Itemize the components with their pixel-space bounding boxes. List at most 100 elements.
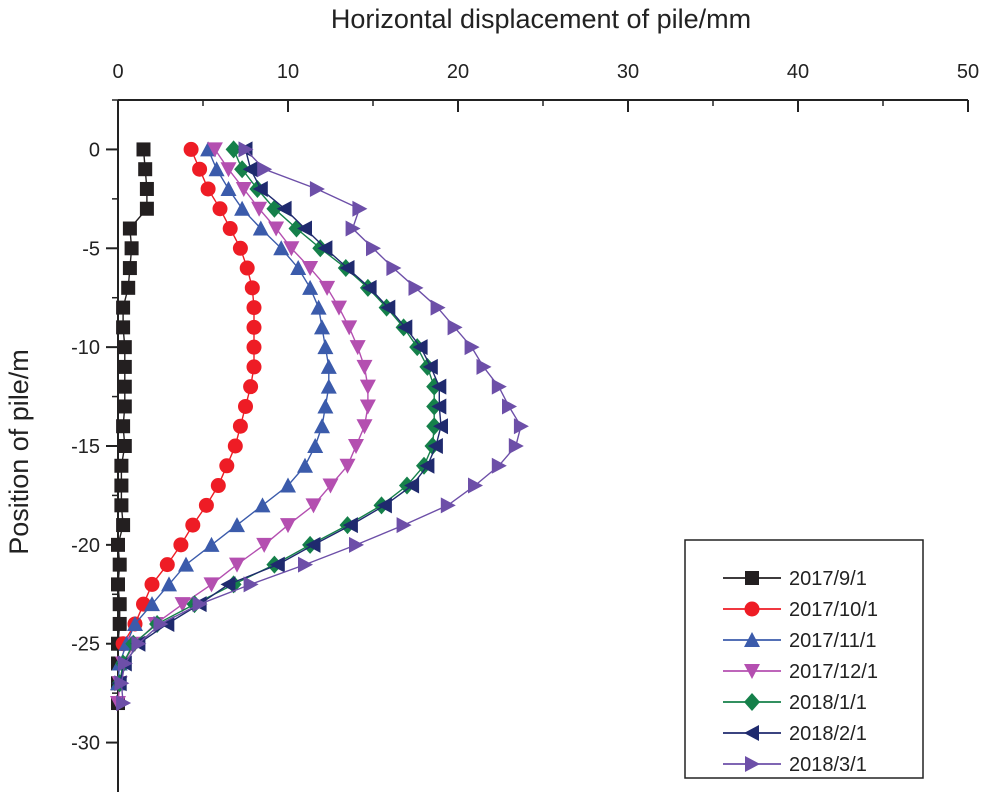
data-point: [331, 300, 347, 316]
data-point: [117, 439, 132, 453]
data-point: [139, 201, 154, 216]
legend: 2017/9/1 2017/10/1 2017/11/1 2017/12/1 2018/…: [684, 539, 924, 779]
data-point: [302, 261, 319, 277]
data-point: [229, 557, 245, 573]
data-point: [361, 279, 377, 296]
data-point: [491, 457, 507, 474]
y-tick-label: -15: [71, 436, 100, 458]
data-point: [359, 399, 376, 415]
data-point: [114, 458, 129, 473]
data-point: [404, 477, 420, 494]
data-point: [174, 597, 191, 613]
data-point: [112, 616, 127, 631]
y-tick-label: -20: [71, 535, 100, 557]
data-point: [116, 419, 131, 434]
data-point: [396, 517, 412, 534]
legend-box: [684, 539, 924, 779]
data-point: [117, 359, 132, 374]
data-point: [273, 240, 290, 256]
data-point: [491, 378, 507, 395]
data-point: [297, 457, 313, 473]
data-point: [254, 497, 271, 513]
data-point: [297, 220, 312, 237]
data-point: [208, 161, 225, 177]
data-point: [317, 339, 334, 355]
data-point: [127, 615, 143, 631]
data-point: [320, 378, 337, 394]
data-point: [352, 200, 368, 217]
data-point: [464, 339, 480, 356]
series-line: [117, 149, 330, 684]
data-point: [280, 477, 296, 493]
data-point: [412, 339, 428, 356]
data-point: [345, 220, 361, 237]
x-tick-label: 10: [277, 61, 299, 83]
data-point: [116, 518, 131, 533]
data-point: [319, 280, 336, 296]
data-point: [397, 319, 413, 336]
data-point: [243, 576, 259, 593]
data-point: [430, 299, 446, 316]
x-tick-label: 30: [617, 61, 639, 83]
y-tick-label: -5: [82, 238, 100, 260]
data-point: [244, 280, 260, 296]
data-point: [408, 279, 424, 296]
legend-label: 2018/2/1: [789, 723, 867, 745]
legend-marker: [744, 693, 760, 711]
data-point: [268, 221, 285, 237]
y-tick-label: -25: [71, 634, 100, 656]
data-point: [339, 458, 356, 474]
data-point: [356, 359, 373, 375]
data-point: [222, 221, 238, 237]
legend-marker: [744, 725, 759, 741]
data-point: [225, 140, 242, 159]
data-point: [305, 536, 321, 553]
data-point: [220, 180, 237, 196]
data-point: [431, 398, 447, 415]
data-point: [513, 418, 529, 435]
data-point: [111, 577, 125, 592]
data-point: [234, 160, 251, 179]
data-point: [302, 279, 319, 295]
data-point: [117, 340, 132, 355]
data-point: [117, 379, 132, 394]
legend-label: 2017/9/1: [789, 568, 867, 590]
x-axis-title: Horizontal displacement of pile/mm: [331, 4, 751, 34]
x-tick-label: 0: [112, 61, 123, 83]
data-point: [422, 358, 438, 375]
data-point: [246, 339, 262, 355]
legend-marker: [744, 601, 760, 617]
data-point: [124, 241, 139, 256]
data-point: [431, 378, 447, 395]
data-point: [440, 497, 456, 514]
data-point: [320, 358, 337, 374]
series-2017/10/1: [115, 141, 262, 652]
data-point: [257, 161, 273, 178]
legend-label: 2017/12/1: [789, 661, 878, 683]
data-point: [242, 161, 258, 178]
data-point: [251, 201, 268, 217]
data-point: [342, 517, 358, 534]
data-point: [144, 596, 160, 612]
data-point: [433, 418, 448, 435]
data-point: [138, 162, 153, 177]
data-point: [220, 576, 236, 593]
data-point: [508, 438, 524, 454]
data-point: [314, 319, 330, 335]
legend-marker: [744, 664, 760, 679]
data-point: [192, 161, 208, 177]
data-point: [192, 596, 208, 613]
data-point: [349, 536, 364, 553]
data-point: [243, 379, 259, 395]
data-point: [111, 537, 125, 552]
data-point: [380, 299, 396, 316]
data-point: [310, 299, 327, 315]
data-point: [290, 260, 307, 276]
data-point: [112, 597, 127, 612]
data-point: [203, 577, 220, 593]
data-point: [153, 615, 169, 632]
data-point: [427, 438, 443, 454]
data-point: [348, 439, 364, 454]
legend-label: 2017/11/1: [789, 630, 877, 652]
data-point: [206, 142, 223, 158]
